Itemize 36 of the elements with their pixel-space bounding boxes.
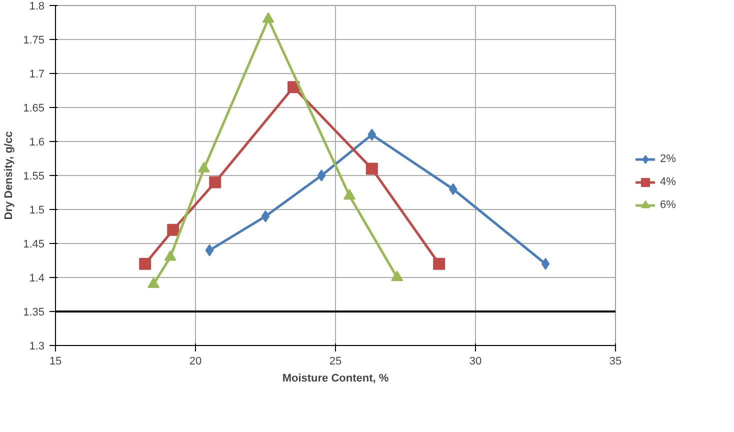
point bbox=[541, 258, 550, 270]
point bbox=[344, 189, 356, 200]
y-tick-label: 1.45 bbox=[23, 238, 45, 250]
point bbox=[139, 258, 152, 270]
point bbox=[209, 176, 222, 188]
point bbox=[448, 183, 458, 196]
x-tick-label: 30 bbox=[469, 356, 482, 368]
x-tick-label: 25 bbox=[329, 356, 342, 368]
x-axis-title: Moisture Content, % bbox=[282, 372, 389, 384]
y-tick-label: 1.75 bbox=[23, 34, 45, 46]
legend-label: 4% bbox=[660, 176, 677, 188]
point bbox=[368, 128, 376, 141]
x-tick-label: 35 bbox=[609, 356, 622, 368]
point bbox=[164, 250, 176, 261]
x-tick-label: 20 bbox=[189, 356, 202, 368]
point bbox=[433, 258, 446, 270]
y-tick-label: 1.65 bbox=[23, 102, 45, 114]
y-tick-label: 1.4 bbox=[29, 272, 45, 284]
y-tick-label: 1.8 bbox=[29, 0, 45, 12]
point bbox=[167, 224, 180, 236]
y-tick-label: 1.7 bbox=[29, 68, 45, 80]
y-tick-label: 1.55 bbox=[23, 170, 45, 182]
point bbox=[261, 210, 270, 222]
legend-label: 2% bbox=[660, 152, 677, 164]
point bbox=[391, 270, 404, 282]
y-axis-title: Dry Density, g/cc bbox=[3, 131, 16, 220]
legend-label: 6% bbox=[660, 198, 677, 210]
point bbox=[366, 162, 378, 175]
y-tick-label: 1.5 bbox=[29, 204, 45, 216]
point bbox=[148, 277, 160, 288]
y-tick-label: 1.35 bbox=[23, 306, 45, 318]
y-tick-label: 1.6 bbox=[29, 136, 45, 148]
y-tick-label: 1.3 bbox=[29, 340, 45, 352]
point bbox=[205, 244, 214, 256]
x-tick-label: 15 bbox=[49, 356, 62, 368]
point bbox=[317, 170, 326, 182]
